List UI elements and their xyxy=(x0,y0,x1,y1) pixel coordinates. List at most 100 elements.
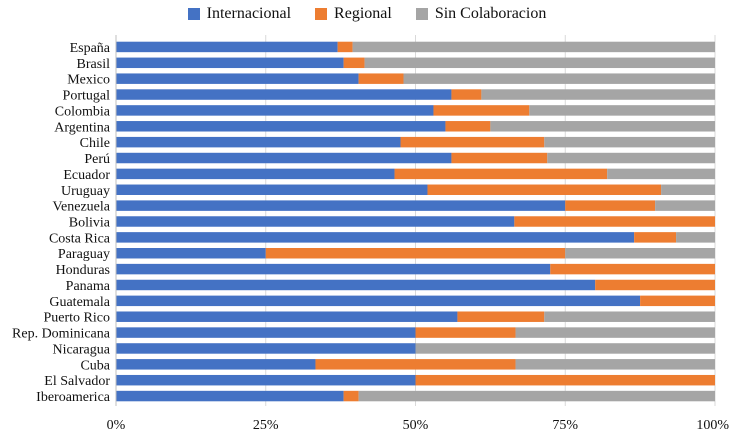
bar-internacional-2 xyxy=(116,73,359,84)
bar-internacional-20 xyxy=(116,359,316,370)
category-label: Puerto Rico xyxy=(44,311,111,326)
legend-item: Sin Colaboracion xyxy=(415,5,547,23)
bar-sin-colaboracion-17 xyxy=(544,311,715,322)
category-label: El Salvador xyxy=(44,374,110,389)
bar-regional-2 xyxy=(358,73,404,84)
legend-swatch xyxy=(187,8,200,20)
category-label: España xyxy=(70,41,111,56)
bar-regional-11 xyxy=(514,216,715,227)
category-label: Chile xyxy=(80,136,110,151)
x-tick-label: 50% xyxy=(403,418,429,433)
category-label: Uruguay xyxy=(61,184,110,199)
bar-sin-colaboracion-2 xyxy=(403,73,715,84)
bar-internacional-3 xyxy=(116,89,452,100)
category-label: Cuba xyxy=(80,358,110,373)
bar-regional-4 xyxy=(433,105,530,116)
legend-label: Internacional xyxy=(206,5,292,22)
legend-item: Internacional xyxy=(187,5,292,23)
bar-internacional-1 xyxy=(116,57,344,69)
bar-internacional-21 xyxy=(116,374,416,386)
legend: Internacional Regional Sin Colaboracion xyxy=(0,2,734,26)
bar-regional-10 xyxy=(565,200,656,211)
category-label: Bolivia xyxy=(69,216,111,231)
bar-sin-colaboracion-19 xyxy=(415,343,715,354)
bar-regional-17 xyxy=(457,311,545,322)
bar-sin-colaboracion-0 xyxy=(352,41,715,53)
legend-label: Sin Colaboracion xyxy=(434,5,547,22)
bar-internacional-6 xyxy=(116,136,401,148)
bar-regional-22 xyxy=(343,390,359,402)
bar-regional-5 xyxy=(445,121,491,132)
category-label: Colombia xyxy=(55,104,111,119)
bar-internacional-15 xyxy=(116,279,596,291)
bar-regional-7 xyxy=(451,152,548,164)
category-label: Costa Rica xyxy=(49,231,111,246)
bar-internacional-14 xyxy=(116,263,551,275)
bar-sin-colaboracion-6 xyxy=(544,136,715,148)
x-tick-label: 25% xyxy=(253,418,279,433)
bar-internacional-7 xyxy=(116,152,452,164)
bar-sin-colaboracion-3 xyxy=(481,89,715,100)
bar-regional-16 xyxy=(640,295,715,307)
bar-internacional-4 xyxy=(116,105,434,116)
category-label: Mexico xyxy=(67,73,110,88)
legend-label: Regional xyxy=(334,5,392,22)
bar-regional-9 xyxy=(427,184,662,195)
bar-internacional-9 xyxy=(116,184,428,195)
x-tick-label: 0% xyxy=(107,418,126,433)
bar-internacional-5 xyxy=(116,121,446,132)
bar-internacional-22 xyxy=(116,390,344,402)
category-label: Argentina xyxy=(54,120,111,135)
bar-regional-13 xyxy=(265,248,566,259)
bar-sin-colaboracion-18 xyxy=(515,327,715,338)
bar-sin-colaboracion-4 xyxy=(529,105,715,116)
bar-sin-colaboracion-12 xyxy=(676,232,715,243)
bar-sin-colaboracion-10 xyxy=(655,200,715,211)
category-label: Venezuela xyxy=(52,200,110,215)
bar-regional-18 xyxy=(415,327,516,338)
category-label: Honduras xyxy=(56,263,110,278)
bar-regional-1 xyxy=(343,57,365,69)
category-label: Paraguay xyxy=(58,247,110,262)
legend-swatch xyxy=(415,8,428,20)
bar-internacional-19 xyxy=(116,343,416,354)
bar-sin-colaboracion-13 xyxy=(565,248,715,259)
bar-internacional-11 xyxy=(116,216,515,227)
bar-internacional-12 xyxy=(116,232,635,243)
x-tick-label: 75% xyxy=(552,418,578,433)
bar-internacional-0 xyxy=(116,41,338,53)
bar-regional-21 xyxy=(415,374,715,386)
x-tick-label: 100% xyxy=(696,418,729,433)
bar-internacional-18 xyxy=(116,327,416,338)
category-label: Perú xyxy=(84,152,110,167)
bar-regional-20 xyxy=(315,359,516,370)
bar-sin-colaboracion-9 xyxy=(661,184,715,195)
bar-sin-colaboracion-8 xyxy=(607,168,715,180)
bar-regional-15 xyxy=(595,279,715,291)
bar-regional-0 xyxy=(337,41,353,53)
category-label: Ecuador xyxy=(63,168,110,183)
bar-internacional-13 xyxy=(116,248,266,259)
bar-internacional-17 xyxy=(116,311,458,322)
category-label: Brasil xyxy=(77,57,111,72)
bar-sin-colaboracion-1 xyxy=(364,57,715,69)
legend-swatch xyxy=(315,8,328,20)
bar-internacional-8 xyxy=(116,168,395,180)
bar-sin-colaboracion-22 xyxy=(358,390,715,402)
bar-internacional-10 xyxy=(116,200,566,211)
bar-regional-3 xyxy=(451,89,482,100)
category-label: Portugal xyxy=(63,89,111,104)
bar-sin-colaboracion-7 xyxy=(547,152,715,164)
bar-regional-14 xyxy=(550,263,715,275)
category-label: Panama xyxy=(66,279,111,294)
category-label: Rep. Dominicana xyxy=(12,327,111,342)
bar-sin-colaboracion-5 xyxy=(490,121,715,132)
legend-item: Regional xyxy=(315,5,392,23)
bar-regional-12 xyxy=(634,232,677,243)
bar-internacional-16 xyxy=(116,295,641,307)
bar-regional-8 xyxy=(394,168,608,180)
category-label: Iberoamerica xyxy=(36,390,111,405)
bar-regional-6 xyxy=(400,136,545,148)
bar-sin-colaboracion-20 xyxy=(515,359,715,370)
